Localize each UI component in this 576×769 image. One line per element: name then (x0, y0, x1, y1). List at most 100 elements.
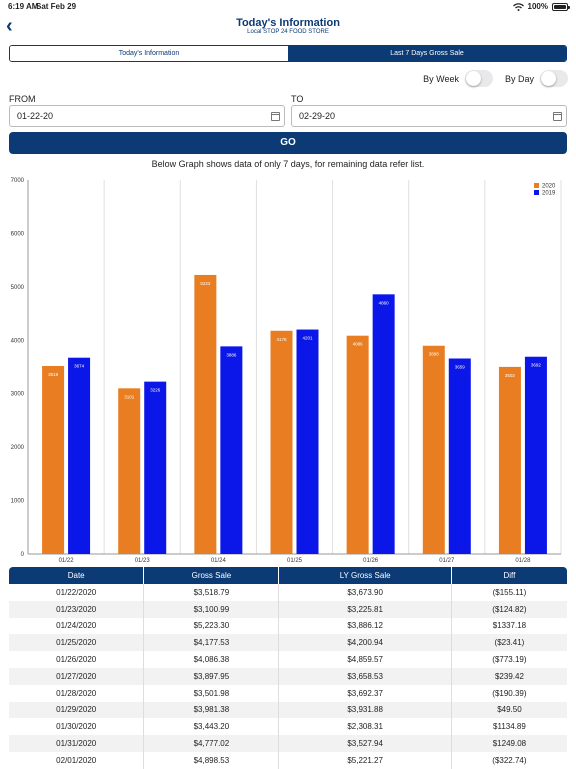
bar-value-label: 3659 (455, 365, 466, 370)
calendar-icon[interactable] (553, 112, 562, 121)
y-tick-label: 0 (21, 552, 25, 558)
x-tick-label: 01/25 (287, 558, 303, 564)
from-label: FROM (9, 94, 36, 104)
table-cell: $4,859.57 (278, 651, 452, 668)
bar-value-label: 3692 (531, 363, 542, 368)
table-row[interactable]: 01/27/2020 $3,897.95 $3,658.53 $239.42 (9, 667, 567, 685)
table-row[interactable]: 01/23/2020 $3,100.99 $3,225.81 ($124.82) (9, 600, 567, 618)
table-cell: 01/22/2020 (9, 584, 145, 601)
table-cell: 02/01/2020 (9, 751, 145, 769)
y-tick-label: 7000 (11, 178, 25, 184)
battery-icon (552, 2, 570, 11)
y-tick-label: 2000 (11, 445, 25, 451)
tab-last-7-days[interactable]: Last 7 Days Gross Sale (288, 46, 566, 61)
table-row[interactable]: 01/25/2020 $4,177.53 $4,200.94 ($23.41) (9, 634, 567, 652)
graph-note: Below Graph shows data of only 7 days, f… (151, 159, 425, 169)
by-day-toggle[interactable] (540, 70, 568, 87)
battery-percent: 100% (527, 2, 548, 11)
table-row[interactable]: 01/31/2020 $4,777.02 $3,527.94 $1249.08 (9, 735, 567, 752)
table-cell: $1134.89 (493, 722, 526, 732)
table-cell: 01/30/2020 (9, 718, 145, 736)
table-cell: $5,223.30 (143, 617, 280, 635)
bar-value-label: 4201 (302, 336, 313, 341)
table-cell: $3,692.37 (278, 684, 452, 702)
x-tick-label: 01/23 (135, 558, 151, 564)
table-cell: $3,931.88 (278, 701, 452, 719)
store-name: Local STOP 24 FOOD STORE (247, 29, 329, 35)
bar-2020 (270, 330, 293, 554)
table-cell: $49.50 (497, 705, 522, 715)
table-cell: 01/24/2020 (9, 617, 145, 635)
go-button[interactable]: GO (9, 132, 567, 154)
bar-2019 (448, 358, 471, 554)
bar-value-label: 4086 (353, 342, 364, 347)
table-row[interactable]: 01/28/2020 $3,501.98 $3,692.37 ($190.39) (9, 684, 567, 702)
table-cell: $2,308.31 (278, 718, 452, 736)
bar-2019 (524, 356, 547, 554)
table-cell: 01/26/2020 (9, 651, 145, 668)
by-week-toggle[interactable] (464, 70, 493, 87)
status-date: Sat Feb 29 (36, 2, 77, 11)
table-cell: $1249.08 (492, 739, 527, 749)
table-cell: $1337.18 (492, 621, 527, 631)
to-label: TO (291, 94, 304, 104)
table-row[interactable]: 02/01/2020 $4,898.53 $5,221.27 ($322.74) (9, 751, 567, 769)
by-day-label: By Day (504, 73, 534, 84)
tab-todays-information[interactable]: Today's Information (10, 46, 288, 61)
legend-label: 2019 (542, 191, 556, 197)
table-cell: $3,981.38 (143, 701, 280, 719)
table-cell: ($322.74) (492, 755, 527, 765)
bar-value-label: 3502 (505, 373, 516, 378)
table-cell: ($190.39) (492, 688, 527, 698)
table-cell: $3,501.98 (143, 684, 280, 702)
table-row[interactable]: 01/22/2020 $3,518.79 $3,673.90 ($155.11) (9, 584, 567, 601)
table-row[interactable]: 01/30/2020 $3,443.20 $2,308.31 $1134.89 (9, 718, 567, 736)
segmented-control: Today's Information Last 7 Days Gross Sa… (9, 45, 567, 62)
sales-table: Date Gross Sale LY Gross Sale Diff 01/22/20… (9, 567, 567, 769)
table-cell: $3,527.94 (278, 735, 452, 752)
toggle-row: By Week By Day (423, 70, 568, 87)
x-tick-label: 01/22 (59, 558, 75, 564)
table-cell: $3,886.12 (278, 617, 452, 635)
bar-2020 (194, 274, 217, 554)
by-week-label: By Week (423, 73, 459, 84)
table-cell: $4,898.53 (143, 751, 280, 769)
bar-value-label: 4860 (379, 300, 390, 305)
table-cell: $4,200.94 (278, 634, 452, 652)
bar-2020 (498, 366, 521, 554)
bar-2019 (144, 381, 167, 554)
table-header: Date Gross Sale LY Gross Sale Diff (9, 567, 567, 584)
table-cell: $4,086.38 (143, 651, 280, 668)
bar-value-label: 3898 (429, 352, 440, 357)
table-body: 01/22/2020 $3,518.79 $3,673.90 ($155.11) 01/… (9, 584, 567, 769)
status-time: 6:19 AM (8, 2, 39, 11)
bar-value-label: 3226 (150, 388, 161, 393)
x-tick-label: 01/24 (211, 558, 227, 564)
table-cell: $5,221.27 (278, 751, 452, 769)
table-cell: $3,443.20 (143, 718, 280, 736)
table-cell: ($773.19) (492, 655, 527, 665)
table-cell: 01/28/2020 (9, 684, 145, 702)
status-right: 100% (512, 2, 570, 11)
column-header: Date (9, 567, 145, 584)
table-cell: 01/27/2020 (9, 667, 145, 685)
to-date-field[interactable]: 02-29-20 (291, 105, 567, 127)
legend-swatch (534, 183, 539, 188)
table-row[interactable]: 01/29/2020 $3,981.38 $3,931.88 $49.50 (9, 701, 567, 719)
x-tick-label: 01/27 (439, 558, 455, 564)
table-cell: $3,100.99 (143, 600, 280, 618)
from-date-field[interactable]: 01-22-20 (9, 105, 285, 127)
bar-value-label: 3519 (48, 372, 59, 377)
y-tick-label: 5000 (11, 285, 25, 291)
bar-2019 (372, 294, 395, 554)
table-row[interactable]: 01/24/2020 $5,223.30 $3,886.12 $1337.18 (9, 617, 567, 635)
bar-2020 (118, 388, 141, 554)
status-bar: 6:19 AM Sat Feb 29 100% (0, 0, 576, 14)
bar-value-label: 3886 (226, 352, 237, 357)
table-row[interactable]: 01/26/2020 $4,086.38 $4,859.57 ($773.19) (9, 651, 567, 668)
back-chevron-icon[interactable]: ‹ (6, 15, 13, 37)
page-title: Today's Information (236, 17, 340, 29)
calendar-icon[interactable] (271, 112, 280, 121)
legend-swatch (534, 190, 539, 195)
table-cell: $3,673.90 (278, 584, 452, 601)
